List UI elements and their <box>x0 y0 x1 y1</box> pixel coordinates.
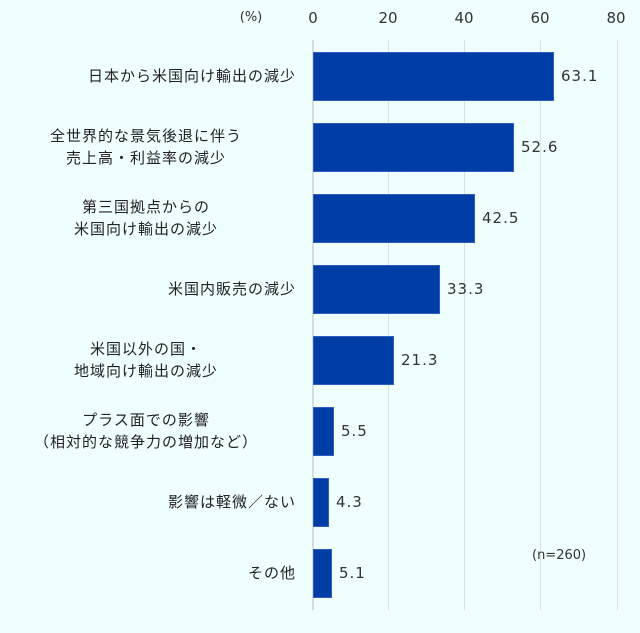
category-label: 米国内販売の減少 <box>0 278 296 300</box>
category-label-line2: 売上高・利益率の減少 <box>65 149 226 167</box>
value-label: 4.3 <box>336 493 363 511</box>
category-label: プラス面での影響 （相対的な競争力の増加など） <box>0 409 296 453</box>
bar <box>313 549 332 598</box>
category-label-line2: 地域向け輸出の減少 <box>73 362 218 380</box>
category-label: 全世界的な景気後退に伴う 売上高・利益率の減少 <box>0 125 296 169</box>
gridline-40 <box>464 40 465 610</box>
x-tick-0: 0 <box>308 9 318 27</box>
category-label: 影響は軽微／ない <box>0 491 296 513</box>
bar <box>313 478 329 527</box>
category-label-line1: 米国内販売の減少 <box>167 280 296 298</box>
category-label-line1: 日本から米国向け輸出の減少 <box>87 67 296 85</box>
category-label-line1: 影響は軽微／ない <box>167 493 296 511</box>
category-label-line2: 米国向け輸出の減少 <box>73 220 218 238</box>
gridline-80 <box>617 40 618 610</box>
value-label: 52.6 <box>521 138 559 156</box>
category-label-line1: その他 <box>247 564 296 582</box>
bar <box>313 265 440 314</box>
bar <box>313 336 394 385</box>
y-axis-line <box>312 40 314 610</box>
value-label: 42.5 <box>482 209 520 227</box>
category-label-line1: プラス面での影響 <box>82 411 210 429</box>
axis-unit-label: (%) <box>239 10 263 25</box>
category-label: 米国以外の国・ 地域向け輸出の減少 <box>0 338 296 382</box>
category-label-line1: 全世界的な景気後退に伴う <box>49 127 242 145</box>
x-tick-40: 40 <box>454 9 474 27</box>
bar <box>313 194 475 243</box>
category-label: 日本から米国向け輸出の減少 <box>0 65 296 87</box>
sample-size-note: (n=260) <box>532 548 587 563</box>
bar <box>313 52 554 101</box>
gridline-20 <box>388 40 389 610</box>
category-label: その他 <box>0 562 296 584</box>
value-label: 33.3 <box>447 280 485 298</box>
gridline-60 <box>540 40 541 610</box>
x-tick-60: 60 <box>530 9 550 27</box>
x-tick-20: 20 <box>378 9 398 27</box>
value-label: 63.1 <box>561 67 599 85</box>
value-label: 5.5 <box>341 422 368 440</box>
category-label-line2: （相対的な競争力の増加など） <box>33 433 258 451</box>
x-tick-80: 80 <box>606 9 626 27</box>
value-label: 5.1 <box>339 564 366 582</box>
bar <box>313 407 334 456</box>
category-label-line1: 米国以外の国・ <box>89 340 202 358</box>
value-label: 21.3 <box>401 351 439 369</box>
category-label-line1: 第三国拠点からの <box>81 198 210 216</box>
bar <box>313 123 514 172</box>
category-label: 第三国拠点からの 米国向け輸出の減少 <box>0 196 296 240</box>
